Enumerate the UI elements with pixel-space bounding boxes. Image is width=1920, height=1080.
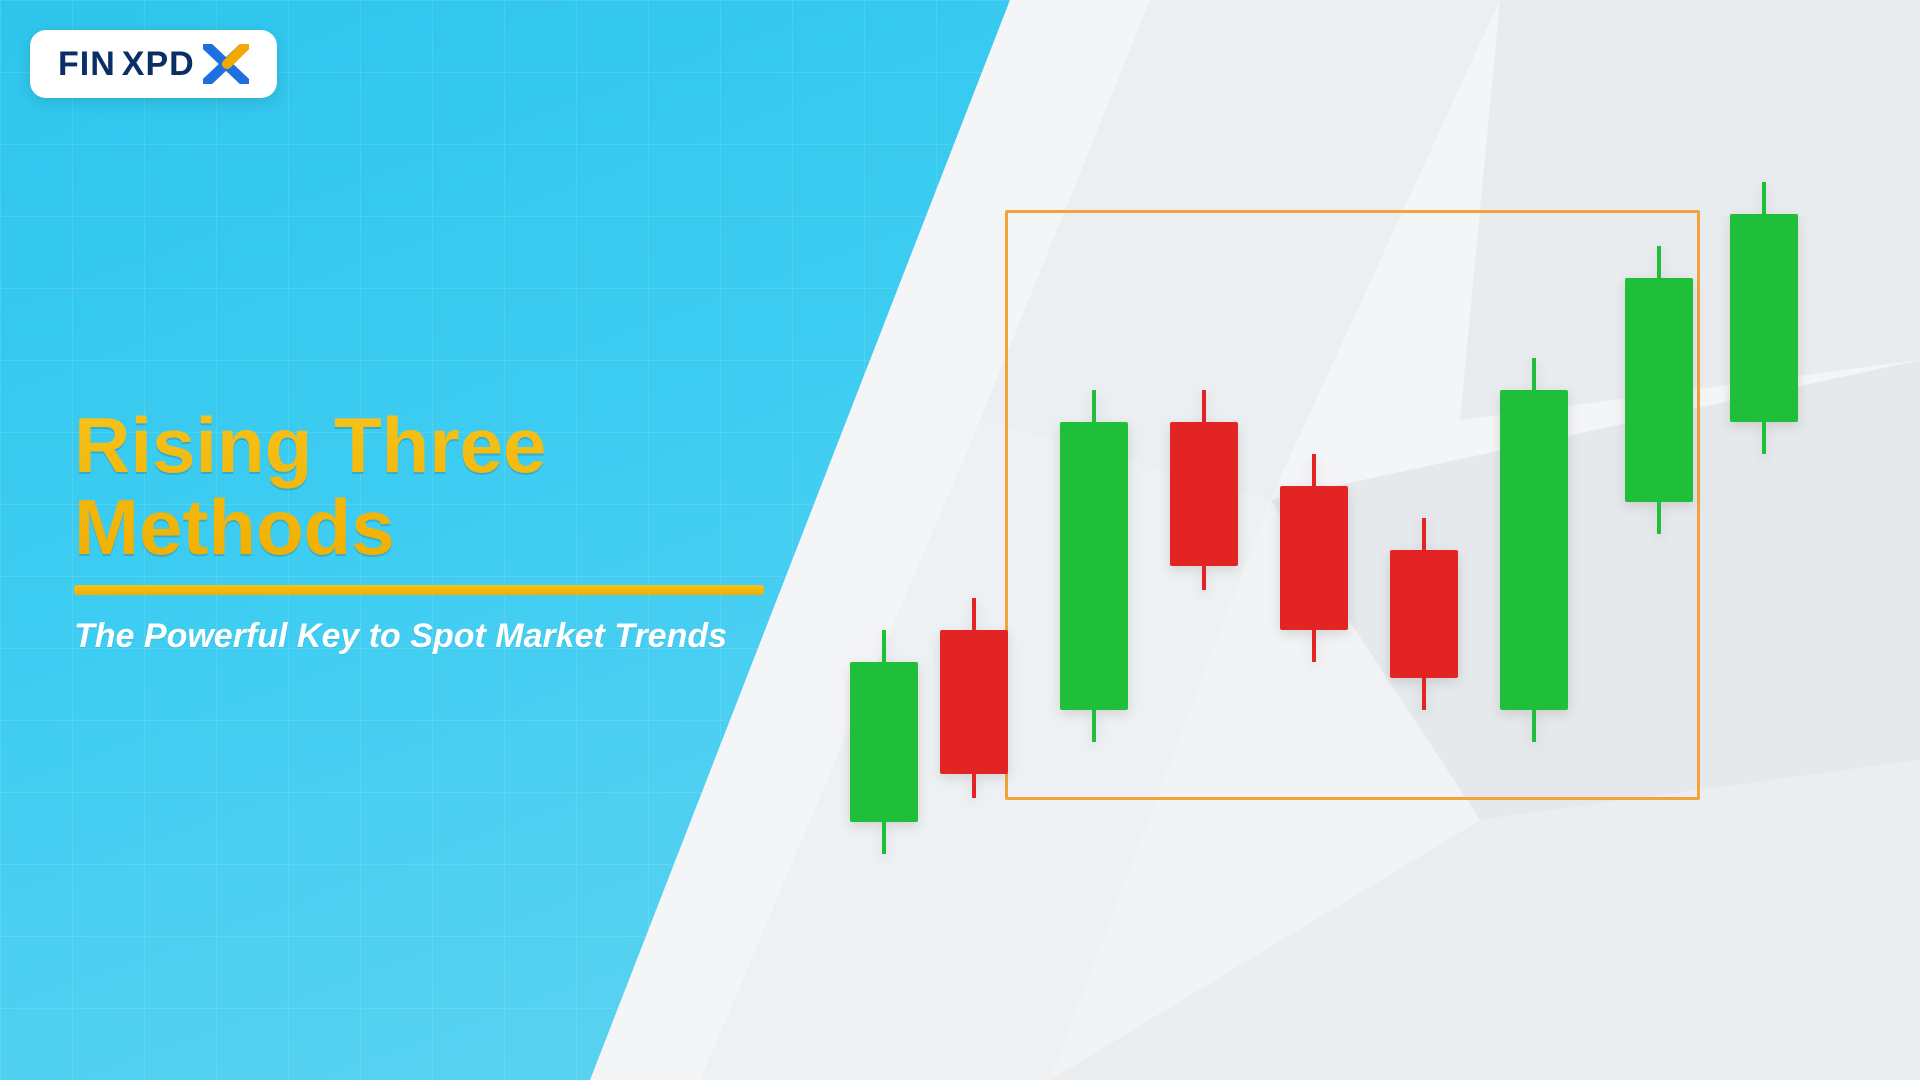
candle (1625, 150, 1693, 950)
hero-title-rule (74, 585, 764, 595)
candle (850, 150, 918, 950)
candle-body (1170, 422, 1238, 566)
logo-text-xpd: XPD (122, 45, 195, 84)
candle-body (1280, 486, 1348, 630)
candlestick-chart (830, 150, 1880, 950)
candle (1060, 150, 1128, 950)
brand-logo: FINXPD (30, 30, 277, 98)
candle-body (1390, 550, 1458, 678)
hero-title: Rising Three Methods (74, 405, 834, 569)
hero-subtitle: The Powerful Key to Spot Market Trends (74, 617, 834, 656)
candle (1500, 150, 1568, 950)
candle-body (850, 662, 918, 822)
candle-body (940, 630, 1008, 774)
hero-title-block: Rising Three Methods The Powerful Key to… (74, 405, 834, 656)
logo-text-fin: FIN (58, 45, 116, 84)
candle (1170, 150, 1238, 950)
candle (1280, 150, 1348, 950)
candle (1390, 150, 1458, 950)
candle-body (1060, 422, 1128, 710)
candle (1730, 150, 1798, 950)
candle-body (1625, 278, 1693, 502)
candle-body (1500, 390, 1568, 710)
candle-body (1730, 214, 1798, 422)
candle (940, 150, 1008, 950)
infographic-stage: FINXPD Rising Three Methods The Powerful… (0, 0, 1920, 1080)
logo-x-icon (203, 44, 249, 84)
